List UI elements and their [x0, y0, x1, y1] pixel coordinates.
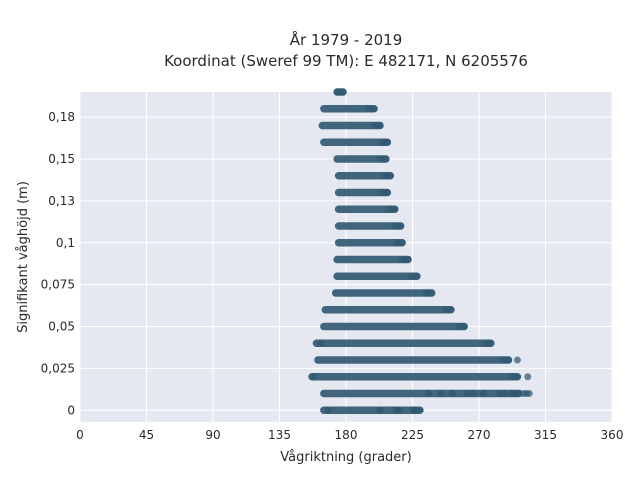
- y-tick-label: 0: [67, 403, 75, 417]
- x-tick-label: 225: [401, 428, 424, 442]
- x-tick-label: 90: [205, 428, 220, 442]
- data-point: [469, 390, 477, 398]
- data-point: [507, 373, 515, 381]
- data-point: [339, 88, 347, 96]
- data-points: [308, 88, 533, 415]
- data-point: [391, 205, 399, 213]
- data-point: [428, 289, 436, 297]
- y-tick-label: 0,05: [48, 320, 75, 334]
- data-point: [376, 406, 384, 414]
- y-tick-label: 0,025: [41, 361, 75, 375]
- data-point: [463, 390, 471, 398]
- data-point: [425, 390, 433, 398]
- data-point: [487, 339, 495, 347]
- x-axis-label: Vågriktning (grader): [280, 450, 411, 465]
- data-point: [370, 122, 378, 130]
- data-point: [391, 222, 399, 230]
- data-point: [377, 189, 385, 197]
- data-point: [416, 406, 424, 414]
- data-point: [377, 138, 385, 146]
- data-point: [373, 122, 381, 130]
- data-point: [413, 272, 421, 280]
- data-point: [525, 390, 533, 398]
- data-point: [398, 239, 406, 247]
- data-point: [447, 306, 455, 314]
- data-point: [505, 356, 513, 364]
- data-point: [383, 189, 391, 197]
- chart-subtitle: Koordinat (Sweref 99 TM): E 482171, N 62…: [164, 52, 528, 70]
- data-point: [388, 205, 396, 213]
- chart-title: År 1979 - 2019: [290, 30, 403, 49]
- x-tick-labels: 0 45 90 135 180 225 270 315 360: [76, 428, 623, 442]
- y-tick-label: 0,13: [48, 194, 75, 208]
- data-point: [502, 356, 510, 364]
- data-point: [484, 339, 492, 347]
- data-point: [513, 373, 521, 381]
- data-point: [333, 88, 341, 96]
- x-tick-label: 135: [268, 428, 291, 442]
- data-point: [386, 172, 394, 180]
- y-axis-label: Signifikant våghöjd (m): [16, 181, 31, 333]
- data-point: [383, 138, 391, 146]
- y-tick-label: 0,075: [41, 278, 75, 292]
- data-point: [512, 390, 520, 398]
- y-tick-label: 0,1: [56, 236, 75, 250]
- data-point: [437, 390, 445, 398]
- data-point: [309, 373, 317, 381]
- data-point: [499, 356, 507, 364]
- data-point: [397, 222, 405, 230]
- data-point: [380, 138, 388, 146]
- data-point: [401, 256, 409, 264]
- data-point: [380, 172, 388, 180]
- data-point: [379, 155, 387, 163]
- data-point: [448, 390, 456, 398]
- data-point: [479, 390, 487, 398]
- data-point: [380, 189, 388, 197]
- x-tick-label: 270: [468, 428, 491, 442]
- data-point: [317, 339, 325, 347]
- data-point: [410, 272, 418, 280]
- y-tick-label: 0,15: [48, 152, 75, 166]
- data-point: [395, 406, 403, 414]
- data-point: [460, 323, 468, 331]
- data-point: [370, 105, 378, 113]
- data-point: [398, 256, 406, 264]
- data-point: [395, 239, 403, 247]
- data-point: [382, 155, 390, 163]
- x-tick-label: 315: [534, 428, 557, 442]
- data-point: [457, 323, 465, 331]
- data-point: [524, 373, 532, 381]
- data-point: [404, 256, 412, 264]
- data-point: [425, 289, 433, 297]
- x-tick-label: 0: [76, 428, 84, 442]
- data-point: [510, 373, 518, 381]
- data-point: [392, 239, 400, 247]
- y-tick-labels: 0 0,025 0,05 0,075 0,1 0,13 0,15 0,18: [41, 110, 75, 417]
- data-point: [385, 205, 393, 213]
- data-point: [500, 390, 508, 398]
- data-point: [336, 88, 344, 96]
- x-tick-label: 45: [139, 428, 154, 442]
- y-tick-label: 0,18: [48, 110, 75, 124]
- data-point: [422, 289, 430, 297]
- data-point: [410, 406, 418, 414]
- data-point: [454, 323, 462, 331]
- data-point: [481, 339, 489, 347]
- data-point: [441, 306, 449, 314]
- data-point: [364, 105, 372, 113]
- x-tick-label: 360: [601, 428, 624, 442]
- data-point: [324, 406, 332, 414]
- x-tick-label: 180: [335, 428, 358, 442]
- data-point: [513, 356, 521, 364]
- data-point: [407, 272, 415, 280]
- data-point: [376, 122, 384, 130]
- data-point: [383, 172, 391, 180]
- data-point: [376, 155, 384, 163]
- data-point: [394, 222, 402, 230]
- data-point: [444, 306, 452, 314]
- data-point: [367, 105, 375, 113]
